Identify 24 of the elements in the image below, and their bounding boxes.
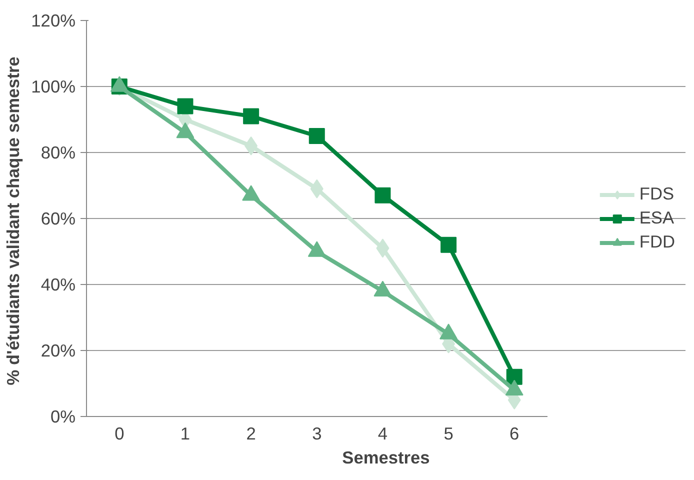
- point: [440, 236, 457, 253]
- x-tick-label: 5: [444, 424, 454, 444]
- legend-label: ESA: [639, 208, 674, 228]
- y-tick-label: 100%: [31, 76, 76, 96]
- y-tick-label: 120%: [31, 10, 76, 30]
- x-tick-label: 1: [180, 424, 190, 444]
- y-axis-title: % d'étudiants validant chaque semestre: [3, 56, 24, 386]
- point: [243, 108, 260, 124]
- y-tick-label: 80%: [40, 142, 76, 162]
- x-tick-label: 3: [312, 424, 322, 444]
- point: [177, 98, 194, 114]
- y-tick-label: 20%: [40, 340, 76, 360]
- y-tick-label: 0%: [50, 406, 76, 426]
- x-tick-label: 2: [246, 424, 256, 444]
- point: [308, 128, 325, 144]
- x-axis-title: Semestres: [342, 448, 430, 468]
- x-tick-label: 0: [114, 424, 124, 444]
- x-tick-label: 6: [510, 424, 520, 444]
- legend-label: FDS: [639, 184, 674, 204]
- legend-label: FDD: [639, 232, 675, 252]
- y-tick-label: 40%: [40, 274, 76, 294]
- x-tick-label: 4: [378, 424, 388, 444]
- point: [374, 187, 391, 204]
- y-tick-label: 60%: [40, 208, 76, 228]
